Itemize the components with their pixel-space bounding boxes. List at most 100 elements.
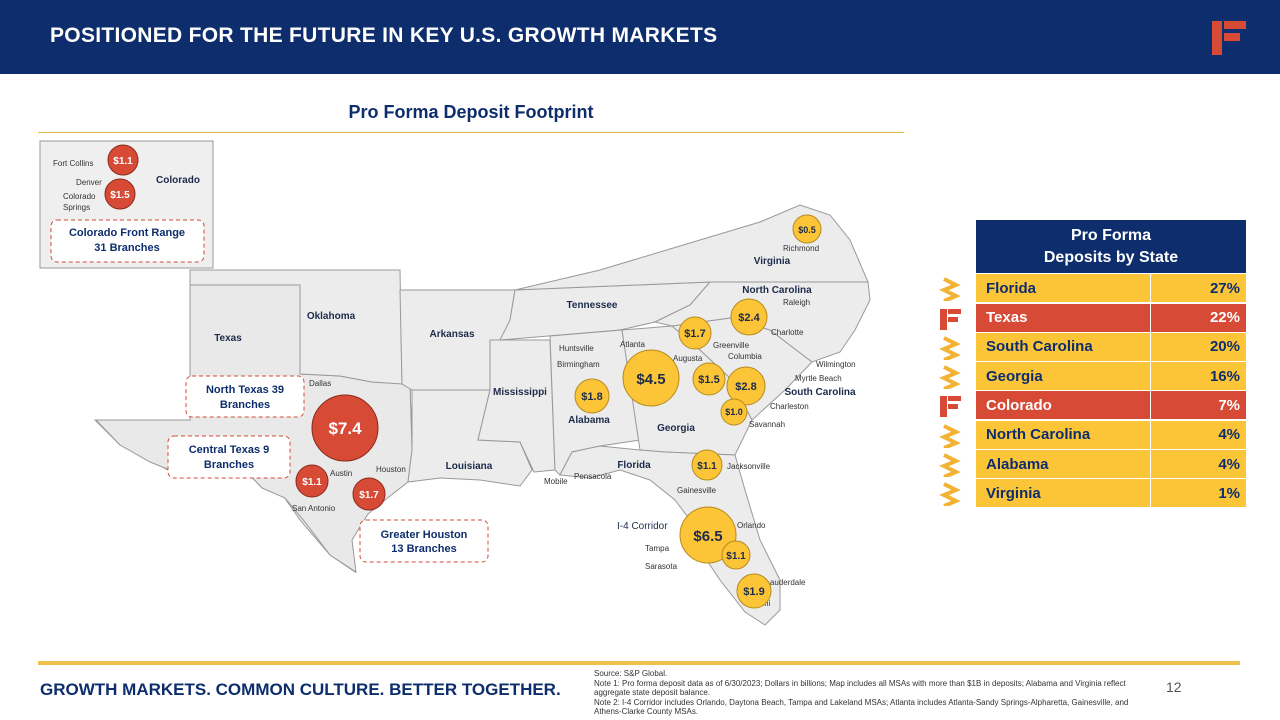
city-sarasota: Sarasota: [645, 562, 678, 571]
callout-houston-line1: Greater Houston: [381, 529, 468, 541]
city-birmingham: Birmingham: [557, 360, 600, 369]
table-pct: 4%: [1218, 455, 1240, 473]
table-row: Alabama 4%: [939, 450, 1246, 479]
city-mobile: Mobile: [544, 477, 568, 486]
callout-north-texas-line2: Branches: [220, 399, 270, 411]
state-label-louisiana: Louisiana: [446, 461, 493, 472]
state-label-texas: Texas: [214, 333, 242, 344]
table-pct: 4%: [1218, 426, 1240, 444]
southstate-icon: [939, 336, 961, 360]
table-state: Colorado: [976, 391, 1151, 420]
city-tampa: Tampa: [645, 544, 670, 553]
state-label-florida: Florida: [617, 460, 651, 471]
bubble-richmond-label: $0.5: [798, 225, 816, 235]
table-header-line1: Pro Forma: [1070, 226, 1151, 244]
table-state: Virginia: [976, 479, 1151, 508]
independent-icon: [940, 396, 961, 418]
city-atlanta: Atlanta: [620, 340, 645, 349]
table-pct: 20%: [1209, 338, 1240, 356]
bubble-orlando: [679, 506, 737, 564]
bubble-jacksonville-label: $1.1: [697, 461, 717, 472]
bubble-savannah-label: $1.0: [725, 407, 743, 417]
callout-colorado-line1: Colorado Front Range: [69, 227, 185, 239]
footer-note-1: Note 1: Pro forma deposit data as of 6/3…: [594, 678, 1126, 698]
bubble-san-antonio-label: $1.1: [302, 477, 322, 488]
city-raleigh: Raleigh: [783, 298, 810, 307]
bubble-houston: [352, 477, 386, 511]
table-state: Florida: [976, 274, 1151, 303]
independent-icon: [940, 308, 961, 330]
city-colorado-springs-2: Springs: [63, 203, 90, 212]
bubble-tampa: [721, 540, 751, 570]
state-label-georgia: Georgia: [657, 423, 695, 434]
southstate-icon: [939, 277, 961, 302]
bubble-columbia-label: $1.5: [698, 374, 719, 386]
table-state: South Carolina: [976, 332, 1151, 361]
state-label-north-carolina: North Carolina: [742, 285, 812, 296]
bubble-birmingham-label: $1.8: [581, 391, 602, 403]
bubble-dallas-label: $7.4: [328, 419, 362, 438]
city-huntsville: Huntsville: [559, 344, 594, 353]
bubble-birmingham: [574, 378, 610, 414]
bubble-augusta-label: $1.7: [684, 328, 705, 340]
page-title: POSITIONED FOR THE FUTURE IN KEY U.S. GR…: [50, 24, 718, 47]
bubble-jacksonville: [691, 449, 723, 481]
southstate-icon: [939, 365, 961, 390]
table-row: Florida 27%: [939, 274, 1246, 303]
bubble-atlanta: [622, 349, 680, 407]
bubble-miami-label: $1.9: [743, 586, 764, 598]
bubble-tampa-label: $1.1: [726, 551, 746, 562]
central-texas-callout: [167, 435, 291, 479]
table-row: Georgia 16%: [939, 362, 1246, 391]
bubble-denver: [104, 178, 136, 210]
city-myrtle-beach: Myrtle Beach: [795, 374, 842, 383]
city-richmond: Richmond: [783, 244, 819, 253]
city-jacksonville: Jacksonville: [727, 462, 771, 471]
colorado-callout: [50, 219, 205, 263]
deposits-by-state-table: Pro Forma Deposits by State Florida 27% …: [939, 220, 1246, 508]
city-charleston: Charleston: [770, 402, 809, 411]
city-gainesville: Gainesville: [677, 486, 717, 495]
bubble-charlotte: [730, 298, 768, 336]
footer-tagline: GROWTH MARKETS. COMMON CULTURE. BETTER T…: [40, 680, 561, 699]
florida-shape: [559, 445, 781, 626]
table-header-line2: Deposits by State: [1043, 248, 1179, 266]
footer-source: Source: S&P Global.: [594, 669, 668, 678]
state-label-oklahoma: Oklahoma: [307, 311, 356, 322]
bubble-columbia: [692, 362, 726, 396]
table-state: North Carolina: [976, 420, 1151, 449]
city-charlotte: Charlotte: [771, 328, 804, 337]
city-greenville: Greenville: [713, 341, 750, 350]
footer-rule: [38, 661, 1240, 665]
state-label-colorado: Colorado: [156, 175, 200, 186]
virginia-shape: [514, 204, 869, 291]
table-state: Alabama: [976, 450, 1151, 479]
header-bar: POSITIONED FOR THE FUTURE IN KEY U.S. GR…: [0, 0, 1280, 74]
city-colorado-springs-1: Colorado: [63, 192, 96, 201]
bubble-denver-label: $1.5: [110, 190, 130, 201]
company-logo-icon: [1212, 21, 1246, 55]
callout-houston-line2: 13 Branches: [391, 543, 456, 555]
callout-colorado-line2: 31 Branches: [94, 242, 159, 254]
bubble-dallas: [311, 394, 379, 462]
city-austin: Austin: [330, 469, 352, 478]
table-row: North Carolina 4%: [939, 420, 1246, 449]
city-san-antonio: San Antonio: [292, 504, 336, 513]
page-number: 12: [1166, 679, 1182, 695]
city-savannah: Savannah: [749, 420, 785, 429]
table-pct: 16%: [1209, 367, 1240, 385]
bubble-richmond: [792, 214, 822, 244]
city-i4-corridor: I-4 Corridor: [617, 521, 668, 532]
houston-callout: [359, 519, 489, 563]
table-row: South Carolina 20%: [939, 332, 1246, 361]
city-columbia: Columbia: [728, 352, 762, 361]
city-dallas: Dallas: [309, 379, 331, 388]
callout-north-texas-line1: North Texas 39: [206, 384, 284, 396]
table-row: Texas 22%: [940, 303, 1246, 332]
bubble-augusta: [678, 316, 712, 350]
state-label-tennessee: Tennessee: [567, 300, 618, 311]
state-label-virginia: Virginia: [754, 256, 791, 267]
north-texas-callout: [185, 375, 305, 418]
bubble-charleston-label: $2.8: [735, 381, 756, 393]
